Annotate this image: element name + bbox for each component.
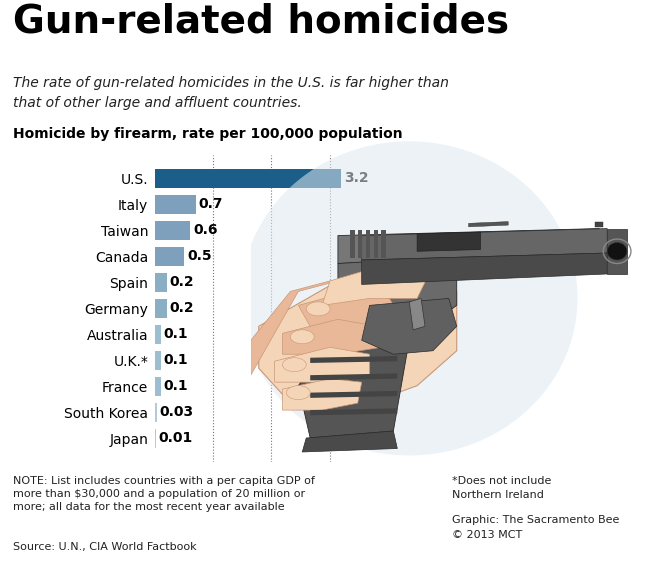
Text: 0.01: 0.01 bbox=[158, 431, 193, 445]
Polygon shape bbox=[259, 270, 457, 410]
Polygon shape bbox=[338, 229, 599, 263]
Polygon shape bbox=[338, 257, 457, 340]
Bar bbox=[155, 325, 161, 343]
Bar bbox=[155, 273, 167, 292]
Polygon shape bbox=[350, 230, 354, 258]
Text: 0.2: 0.2 bbox=[170, 275, 194, 289]
Bar bbox=[155, 403, 157, 422]
Polygon shape bbox=[298, 333, 409, 438]
Polygon shape bbox=[275, 347, 370, 382]
Polygon shape bbox=[362, 298, 457, 354]
Polygon shape bbox=[362, 229, 607, 260]
Text: Graphic: The Sacramento Bee
© 2013 MCT: Graphic: The Sacramento Bee © 2013 MCT bbox=[452, 515, 620, 540]
Text: 0.7: 0.7 bbox=[199, 197, 223, 211]
Bar bbox=[155, 195, 196, 213]
Text: Homicide by firearm, rate per 100,000 population: Homicide by firearm, rate per 100,000 po… bbox=[13, 127, 403, 141]
Bar bbox=[155, 247, 184, 266]
Polygon shape bbox=[302, 431, 397, 452]
Polygon shape bbox=[282, 379, 362, 410]
Polygon shape bbox=[362, 253, 607, 284]
Polygon shape bbox=[310, 391, 397, 398]
Text: 3.2: 3.2 bbox=[345, 171, 369, 185]
Circle shape bbox=[607, 243, 627, 260]
Ellipse shape bbox=[241, 141, 578, 455]
Text: 0.5: 0.5 bbox=[187, 249, 212, 263]
Polygon shape bbox=[251, 281, 338, 375]
Ellipse shape bbox=[286, 386, 310, 400]
Text: *Does not include
Northern Ireland: *Does not include Northern Ireland bbox=[452, 476, 552, 500]
Text: 0.1: 0.1 bbox=[164, 327, 189, 341]
Polygon shape bbox=[322, 263, 429, 305]
Polygon shape bbox=[358, 230, 362, 258]
Polygon shape bbox=[607, 229, 627, 274]
Polygon shape bbox=[366, 230, 370, 258]
Polygon shape bbox=[417, 232, 480, 251]
Polygon shape bbox=[282, 319, 381, 354]
Polygon shape bbox=[381, 230, 386, 258]
Ellipse shape bbox=[290, 330, 314, 344]
Text: 0.2: 0.2 bbox=[170, 301, 194, 315]
Bar bbox=[155, 377, 161, 396]
Bar bbox=[155, 351, 161, 370]
Polygon shape bbox=[310, 408, 397, 415]
Text: 0.1: 0.1 bbox=[164, 379, 189, 394]
Polygon shape bbox=[298, 292, 401, 327]
Ellipse shape bbox=[306, 302, 330, 316]
Bar bbox=[155, 169, 341, 187]
Polygon shape bbox=[469, 222, 508, 227]
Polygon shape bbox=[310, 373, 397, 381]
Text: Gun-related homicides: Gun-related homicides bbox=[13, 3, 510, 41]
Text: NOTE: List includes countries with a per capita GDP of
more than $30,000 and a p: NOTE: List includes countries with a per… bbox=[13, 476, 315, 512]
Text: 0.1: 0.1 bbox=[164, 354, 189, 367]
Polygon shape bbox=[409, 298, 425, 330]
Bar bbox=[155, 299, 167, 318]
Polygon shape bbox=[310, 356, 397, 363]
Text: 0.03: 0.03 bbox=[160, 405, 194, 419]
Text: The rate of gun-related homicides in the U.S. is far higher than
that of other l: The rate of gun-related homicides in the… bbox=[13, 76, 449, 110]
Polygon shape bbox=[374, 230, 378, 258]
Text: Source: U.N., CIA World Factbook: Source: U.N., CIA World Factbook bbox=[13, 542, 197, 552]
Text: 0.6: 0.6 bbox=[193, 223, 217, 237]
Polygon shape bbox=[595, 222, 603, 227]
Bar bbox=[155, 221, 190, 239]
Ellipse shape bbox=[282, 358, 306, 372]
